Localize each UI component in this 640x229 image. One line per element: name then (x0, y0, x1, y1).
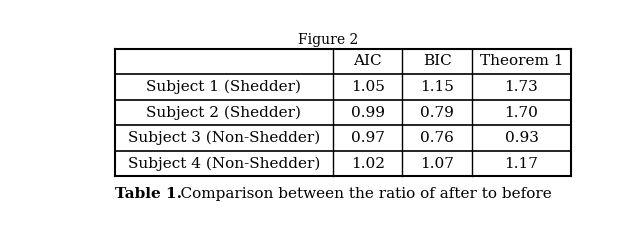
Text: Subject 3 (Non-Shedder): Subject 3 (Non-Shedder) (128, 131, 320, 145)
Text: Table 1.: Table 1. (115, 187, 182, 201)
Text: AIC: AIC (353, 55, 382, 68)
Text: Comparison between the ratio of after to before: Comparison between the ratio of after to… (161, 187, 552, 201)
Text: 1.70: 1.70 (504, 106, 538, 120)
Text: 1.73: 1.73 (504, 80, 538, 94)
Text: Theorem 1: Theorem 1 (480, 55, 563, 68)
Text: 1.15: 1.15 (420, 80, 454, 94)
Text: 0.93: 0.93 (504, 131, 538, 145)
Text: BIC: BIC (423, 55, 451, 68)
Text: 0.79: 0.79 (420, 106, 454, 120)
Text: Subject 4 (Non-Shedder): Subject 4 (Non-Shedder) (127, 156, 320, 171)
Text: Subject 1 (Shedder): Subject 1 (Shedder) (147, 80, 301, 94)
Text: 0.99: 0.99 (351, 106, 385, 120)
Text: 1.02: 1.02 (351, 157, 385, 171)
Text: Subject 2 (Shedder): Subject 2 (Shedder) (147, 105, 301, 120)
Text: 0.76: 0.76 (420, 131, 454, 145)
Text: 1.05: 1.05 (351, 80, 385, 94)
Text: 0.97: 0.97 (351, 131, 385, 145)
Text: 1.17: 1.17 (504, 157, 538, 171)
Text: 1.07: 1.07 (420, 157, 454, 171)
Text: Figure 2: Figure 2 (298, 33, 358, 47)
